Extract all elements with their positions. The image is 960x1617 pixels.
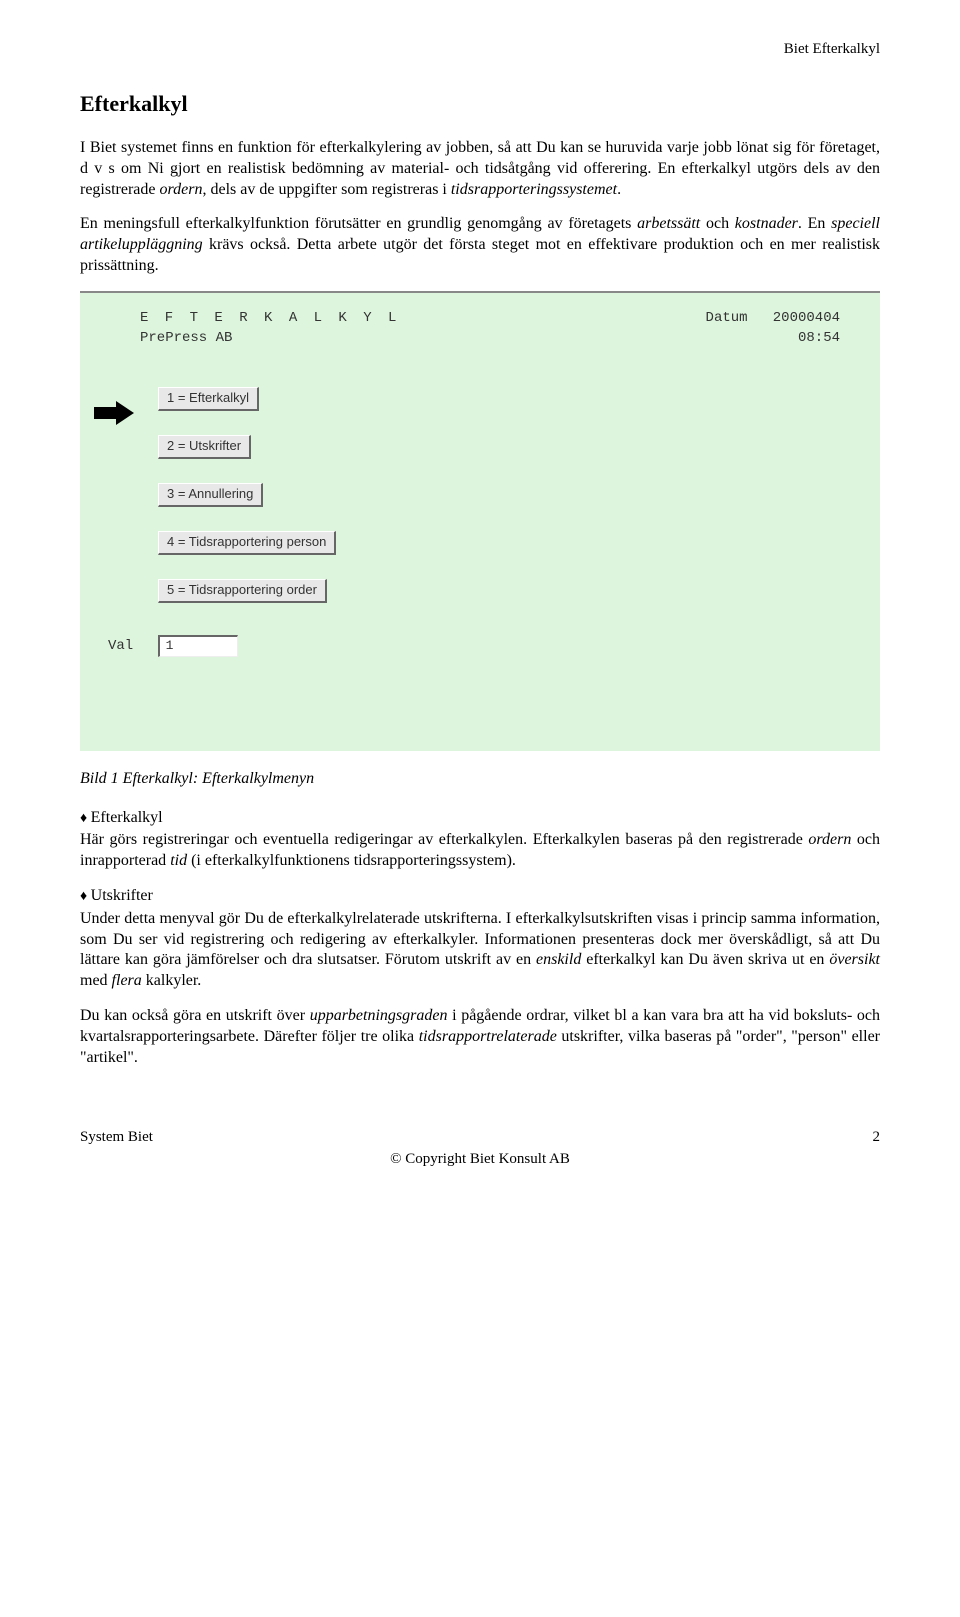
document-header-right: Biet Efterkalkyl: [80, 40, 880, 60]
val-input[interactable]: 1: [158, 635, 238, 657]
text-italic: arbetssätt: [637, 215, 700, 232]
text: , dels av de uppgifter som registreras i: [202, 181, 450, 198]
menu-screenshot: E F T E R K A L K Y L Datum 20000404 Pre…: [80, 291, 880, 751]
text-italic: kostnader: [735, 215, 798, 232]
menu-button-tidsrapportering-order[interactable]: 5 = Tidsrapportering order: [158, 579, 327, 603]
screenshot-header: E F T E R K A L K Y L Datum 20000404: [100, 309, 860, 327]
text: .: [617, 181, 621, 198]
text: kalkyler.: [142, 972, 202, 989]
text-italic: tidsrapporteringssystemet: [451, 181, 617, 198]
company-name: PrePress AB: [140, 329, 232, 347]
menu-button-tidsrapportering-person[interactable]: 4 = Tidsrapportering person: [158, 531, 336, 555]
text: En meningsfull efterkalkylfunktion förut…: [80, 215, 637, 232]
time-value: 08:54: [798, 329, 840, 347]
section-efterkalkyl: Efterkalkyl Här görs registreringar och …: [80, 808, 880, 872]
text: Här görs registreringar och eventuella r…: [80, 831, 808, 848]
section-heading: Utskrifter: [80, 886, 880, 907]
text: Du kan också göra en utskrift över: [80, 1007, 310, 1024]
text-italic: ordern: [160, 181, 203, 198]
text-italic: upparbetningsgraden: [310, 1007, 448, 1024]
text: och: [700, 215, 735, 232]
menu-button-efterkalkyl[interactable]: 1 = Efterkalkyl: [158, 387, 259, 411]
page-title: Efterkalkyl: [80, 90, 880, 119]
text-italic: flera: [112, 972, 142, 989]
section-heading: Efterkalkyl: [80, 808, 880, 829]
text-italic: översikt: [829, 951, 880, 968]
screenshot-subheader: PrePress AB 08:54: [100, 329, 860, 347]
val-label: Val: [108, 638, 133, 654]
intro-paragraph-1: I Biet systemet finns en funktion för ef…: [80, 138, 880, 200]
text: (i efterkalkylfunktionens tidsrapporteri…: [187, 852, 516, 869]
text: . En: [798, 215, 831, 232]
section-body: Under detta menyval gör Du de efterkalky…: [80, 909, 880, 992]
section-body: Här görs registreringar och eventuella r…: [80, 830, 880, 872]
screenshot-datum: Datum 20000404: [706, 309, 840, 327]
text-italic: tid: [170, 852, 187, 869]
text: efterkalkyl kan Du även skriva ut en: [581, 951, 829, 968]
text-italic: tidsrapportrelaterade: [419, 1028, 557, 1045]
footer-copyright: © Copyright Biet Konsult AB: [80, 1150, 880, 1170]
text-italic: ordern: [808, 831, 851, 848]
screenshot-title: E F T E R K A L K Y L: [140, 309, 400, 327]
datum-label: Datum: [706, 310, 748, 326]
footer-left: System Biet: [80, 1128, 153, 1148]
text-italic: enskild: [536, 951, 581, 968]
pointer-arrow-icon: [94, 401, 134, 425]
figure-caption: Bild 1 Efterkalkyl: Efterkalkylmenyn: [80, 769, 880, 790]
text: med: [80, 972, 112, 989]
menu-button-utskrifter[interactable]: 2 = Utskrifter: [158, 435, 251, 459]
section-body-extra: Du kan också göra en utskrift över uppar…: [80, 1006, 880, 1068]
intro-paragraph-2: En meningsfull efterkalkylfunktion förut…: [80, 214, 880, 276]
datum-value: 20000404: [773, 310, 840, 326]
page-footer: System Biet 2: [80, 1128, 880, 1148]
footer-page-number: 2: [873, 1128, 881, 1148]
val-row: Val 1: [100, 635, 860, 657]
section-utskrifter: Utskrifter Under detta menyval gör Du de…: [80, 886, 880, 992]
menu-button-annullering[interactable]: 3 = Annullering: [158, 483, 263, 507]
